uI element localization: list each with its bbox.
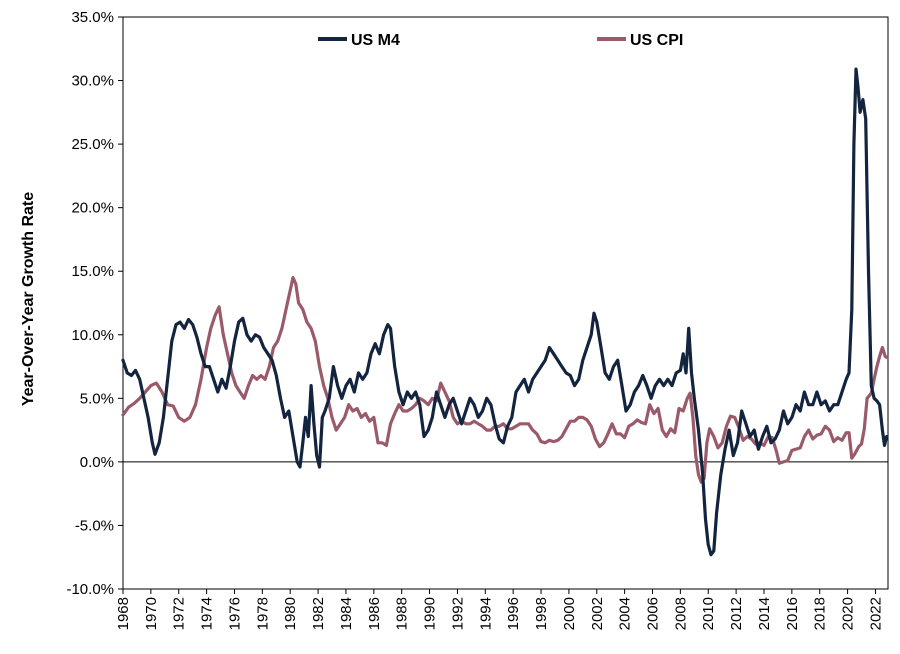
series-layer	[121, 67, 889, 557]
x-tick-label: 1996	[505, 597, 522, 630]
series-line-us-m4	[121, 67, 889, 557]
x-tick-label: 1970	[143, 597, 160, 630]
x-tick-label: 1972	[171, 597, 188, 630]
legend-label-us-m4: US M4	[351, 32, 400, 49]
x-tick-label: 2018	[812, 597, 829, 630]
y-axis-title: Year-Over-Year Growth Rate	[20, 192, 37, 406]
x-tick-label: 2012	[728, 597, 745, 630]
y-tick-label: 0.0%	[80, 454, 114, 471]
y-tick-label: 30.0%	[71, 73, 114, 90]
plot-border	[122, 16, 889, 590]
x-tick-label: 1978	[254, 597, 271, 630]
x-tick-label: 2004	[617, 597, 634, 630]
x-tick-label: 2016	[784, 597, 801, 630]
legend: US M4 US CPI	[318, 32, 683, 49]
x-tick-label: 2022	[867, 597, 884, 630]
x-tick-label: 2006	[645, 597, 662, 630]
x-tick-label: 2002	[589, 597, 606, 630]
x-tick-label: 1976	[226, 597, 243, 630]
x-tick-label: 1994	[477, 597, 494, 630]
x-axis: 1968 1970 1972 1974 1976 1978 1980 1982 1984 1986…	[115, 589, 884, 630]
y-tick-label: 5.0%	[80, 390, 114, 407]
y-tick-label: 25.0%	[71, 136, 114, 153]
x-tick-label: 2020	[840, 597, 857, 630]
x-tick-label: 1988	[394, 597, 411, 630]
x-tick-label: 1980	[282, 597, 299, 630]
x-tick-label: 1986	[366, 597, 383, 630]
y-tick-label: 15.0%	[71, 263, 114, 280]
legend-label-us-cpi: US CPI	[630, 32, 683, 49]
y-tick-label: -5.0%	[75, 517, 114, 534]
x-tick-label: 2000	[561, 597, 578, 630]
x-tick-label: 2008	[672, 597, 689, 630]
y-tick-label: 20.0%	[71, 200, 114, 217]
x-tick-label: 1998	[533, 597, 550, 630]
x-tick-label: 2014	[756, 597, 773, 630]
x-tick-label: 1990	[422, 597, 439, 630]
x-tick-label: 1968	[115, 597, 132, 630]
y-tick-label: 35.0%	[71, 9, 114, 26]
x-tick-label: 1992	[449, 597, 466, 630]
y-tick-label: 10.0%	[71, 327, 114, 344]
series-line-us-cpi	[121, 276, 889, 484]
x-tick-label: 1974	[199, 597, 216, 630]
x-tick-label: 1984	[338, 597, 355, 630]
y-axis: -10.0% -5.0% 0.0% 5.0% 10.0% 15.0% 20.0% 25.0% 3…	[66, 9, 123, 598]
x-tick-label: 2010	[700, 597, 717, 630]
x-tick-label: 1982	[310, 597, 327, 630]
y-tick-label: -10.0%	[66, 581, 114, 598]
plot-area	[122, 16, 889, 590]
